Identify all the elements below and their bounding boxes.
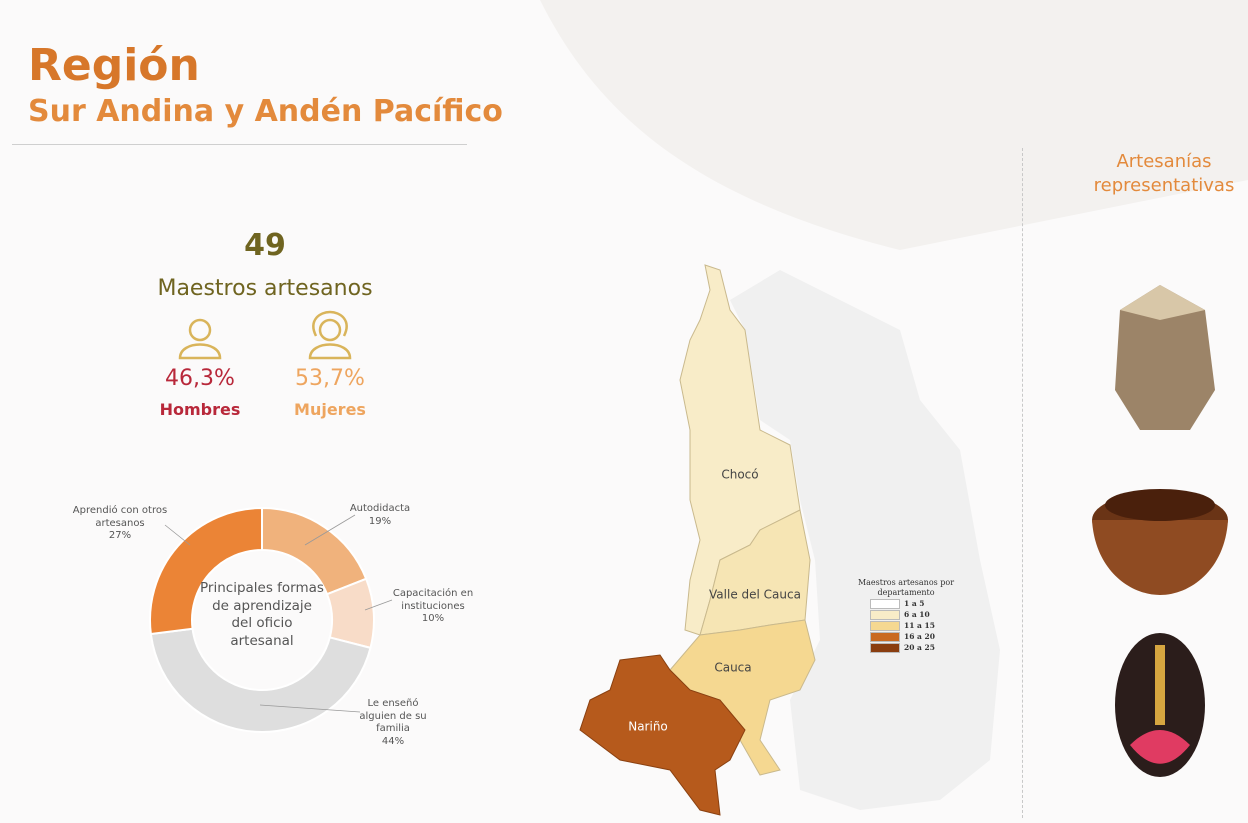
data-label: Aprendió con otros artesanos 27% — [70, 505, 170, 543]
woman-icon — [318, 318, 342, 342]
slice-value: 19% — [368, 515, 392, 527]
men-label: Hombres — [159, 400, 241, 419]
woman-icon — [312, 310, 348, 337]
donut-title: Principales formas de aprendizaje del of… — [200, 580, 324, 649]
icons — [178, 310, 352, 360]
legend-swatch — [870, 642, 900, 653]
data-label: Le enseñó alguien de su familia 44% — [358, 698, 428, 748]
slice-value: 10% — [421, 613, 445, 624]
leaders — [164, 514, 393, 713]
region-label: Nariño — [628, 720, 668, 734]
slice-name: Le enseñó alguien de su familia — [359, 698, 427, 734]
divider — [12, 144, 467, 145]
bowl — [1092, 520, 1228, 595]
region — [579, 654, 746, 816]
mask — [1130, 730, 1190, 764]
woman-icon — [308, 343, 352, 360]
region-label: Chocó — [721, 468, 758, 482]
donut-slice — [149, 627, 372, 733]
legend-swatch — [870, 631, 900, 642]
man-icon — [178, 343, 222, 360]
decor — [540, 0, 1248, 250]
leader — [364, 599, 393, 611]
legend-label: 6 a 10 — [904, 610, 930, 619]
basket — [1120, 285, 1205, 320]
data-label: Capacitación en instituciones 10% — [388, 588, 478, 626]
map-legend: Maestros artesanos por departamento 1 a … — [852, 578, 960, 653]
slice-name: Autodidacta — [349, 503, 411, 514]
legend-item: 1 a 5 — [870, 598, 960, 609]
legend-label: 1 a 5 — [904, 599, 925, 608]
mask — [1155, 645, 1165, 725]
leader — [259, 704, 361, 713]
slice-value: 44% — [381, 735, 405, 747]
leader — [164, 524, 191, 546]
total: 49 — [244, 228, 286, 263]
title: Región — [28, 40, 200, 91]
legend-swatch — [870, 620, 900, 631]
legend-swatch — [870, 598, 900, 609]
slice-name: Aprendió con otros artesanos — [72, 505, 168, 529]
donut — [149, 506, 375, 733]
legend-item: 6 a 10 — [870, 609, 960, 620]
legend-label: 20 a 25 — [904, 643, 935, 652]
leader — [304, 514, 356, 546]
women-label: Mujeres — [294, 400, 366, 419]
legend-swatch — [870, 609, 900, 620]
subtitle: Sur Andina y Andén Pacífico — [28, 94, 503, 129]
total-label: Maestros artesanos — [157, 276, 373, 301]
legend-item: 16 a 20 — [870, 631, 960, 642]
women-pct: 53,7% — [295, 366, 365, 391]
legend-label: 11 a 15 — [904, 621, 935, 630]
bowl — [1105, 489, 1215, 521]
legend-label: 16 a 20 — [904, 632, 935, 641]
crafts-title: Artesanías representativas — [1093, 151, 1235, 197]
map: Chocó Valle del Cauca Cauca Nariño — [579, 264, 816, 816]
basket — [1115, 285, 1215, 430]
legend-item: 20 a 25 — [870, 642, 960, 653]
land — [730, 270, 1000, 810]
legend-title: Maestros artesanos por departamento — [857, 578, 955, 597]
men-pct: 46,3% — [165, 366, 235, 391]
divider — [1022, 148, 1023, 818]
slice-value: 27% — [108, 530, 132, 541]
crafts — [1092, 285, 1228, 777]
slice-name: Capacitación en instituciones — [392, 588, 474, 612]
region-label: Valle del Cauca — [709, 588, 801, 602]
data-label: Autodidacta 19% — [340, 503, 420, 528]
region-label: Cauca — [714, 661, 751, 675]
donut-slice — [149, 506, 263, 636]
legend-item: 11 a 15 — [870, 620, 960, 631]
legend-items: 1 a 5 6 a 10 11 a 15 16 a 20 20 a 25 — [852, 598, 960, 653]
man-icon — [188, 318, 212, 342]
